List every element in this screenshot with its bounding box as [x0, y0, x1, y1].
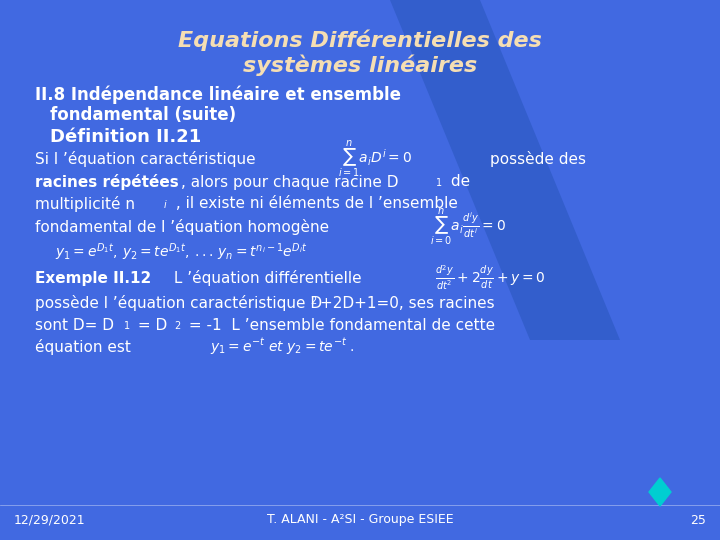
Text: Equations Différentielles des: Equations Différentielles des: [178, 29, 542, 51]
Text: $y_1 = e^{D_1 t},\, y_2 = te^{D_1 t},\,...\, y_n = t^{n_i-1}e^{D_i t}$: $y_1 = e^{D_1 t},\, y_2 = te^{D_1 t},\,.…: [55, 241, 307, 263]
Text: L ’équation différentielle: L ’équation différentielle: [169, 270, 361, 286]
Text: Définition II.21: Définition II.21: [50, 128, 202, 146]
Text: $\sum_{i=1}^{n}a_i D^i = 0$: $\sum_{i=1}^{n}a_i D^i = 0$: [338, 138, 412, 180]
Text: , il existe ni éléments de l ’ensemble: , il existe ni éléments de l ’ensemble: [171, 197, 458, 212]
Text: T. ALANI - A²SI - Groupe ESIEE: T. ALANI - A²SI - Groupe ESIEE: [266, 514, 454, 526]
Text: racines répétées: racines répétées: [35, 174, 179, 190]
Text: $_2$: $_2$: [174, 318, 181, 332]
Polygon shape: [649, 478, 671, 506]
Text: possède l ’équation caractéristique D: possède l ’équation caractéristique D: [35, 295, 322, 311]
Text: fondamental de l ’équation homogène: fondamental de l ’équation homogène: [35, 219, 329, 235]
Text: 12/29/2021: 12/29/2021: [14, 514, 86, 526]
Text: $_i$: $_i$: [163, 197, 168, 211]
Text: $\sum_{i=0}^{n}a_i \frac{d^i y}{dt^i} = 0$: $\sum_{i=0}^{n}a_i \frac{d^i y}{dt^i} = …: [430, 206, 506, 248]
Text: multiplicité n: multiplicité n: [35, 196, 135, 212]
Text: = D: = D: [133, 318, 167, 333]
Text: $_1$: $_1$: [123, 318, 130, 332]
Text: $^2$: $^2$: [310, 296, 318, 310]
Text: , alors pour chaque racine D: , alors pour chaque racine D: [181, 174, 398, 190]
Text: Si l ’équation caractéristique: Si l ’équation caractéristique: [35, 151, 256, 167]
Polygon shape: [390, 0, 620, 340]
Text: de: de: [446, 174, 470, 190]
Text: $\frac{d^2 y}{dt^2} + 2\frac{dy}{dt} + y = 0$: $\frac{d^2 y}{dt^2} + 2\frac{dy}{dt} + y…: [435, 264, 546, 292]
Text: sont D= D: sont D= D: [35, 318, 114, 333]
Text: fondamental (suite): fondamental (suite): [50, 106, 236, 124]
Text: Exemple II.12: Exemple II.12: [35, 271, 151, 286]
Text: possède des: possède des: [490, 151, 586, 167]
Text: équation est: équation est: [35, 339, 131, 355]
Text: systèmes linéaires: systèmes linéaires: [243, 54, 477, 76]
Text: II.8 Indépendance linéaire et ensemble: II.8 Indépendance linéaire et ensemble: [35, 86, 401, 104]
Text: 25: 25: [690, 514, 706, 526]
Text: +2D+1=0, ses racines: +2D+1=0, ses racines: [320, 295, 495, 310]
Text: $y_1 = e^{-t}\ \mathit{et}\ y_2 = te^{-t}\ .$: $y_1 = e^{-t}\ \mathit{et}\ y_2 = te^{-t…: [210, 337, 355, 357]
Text: = -1  L ’ensemble fondamental de cette: = -1 L ’ensemble fondamental de cette: [184, 318, 495, 333]
Text: $_1$: $_1$: [435, 175, 442, 189]
